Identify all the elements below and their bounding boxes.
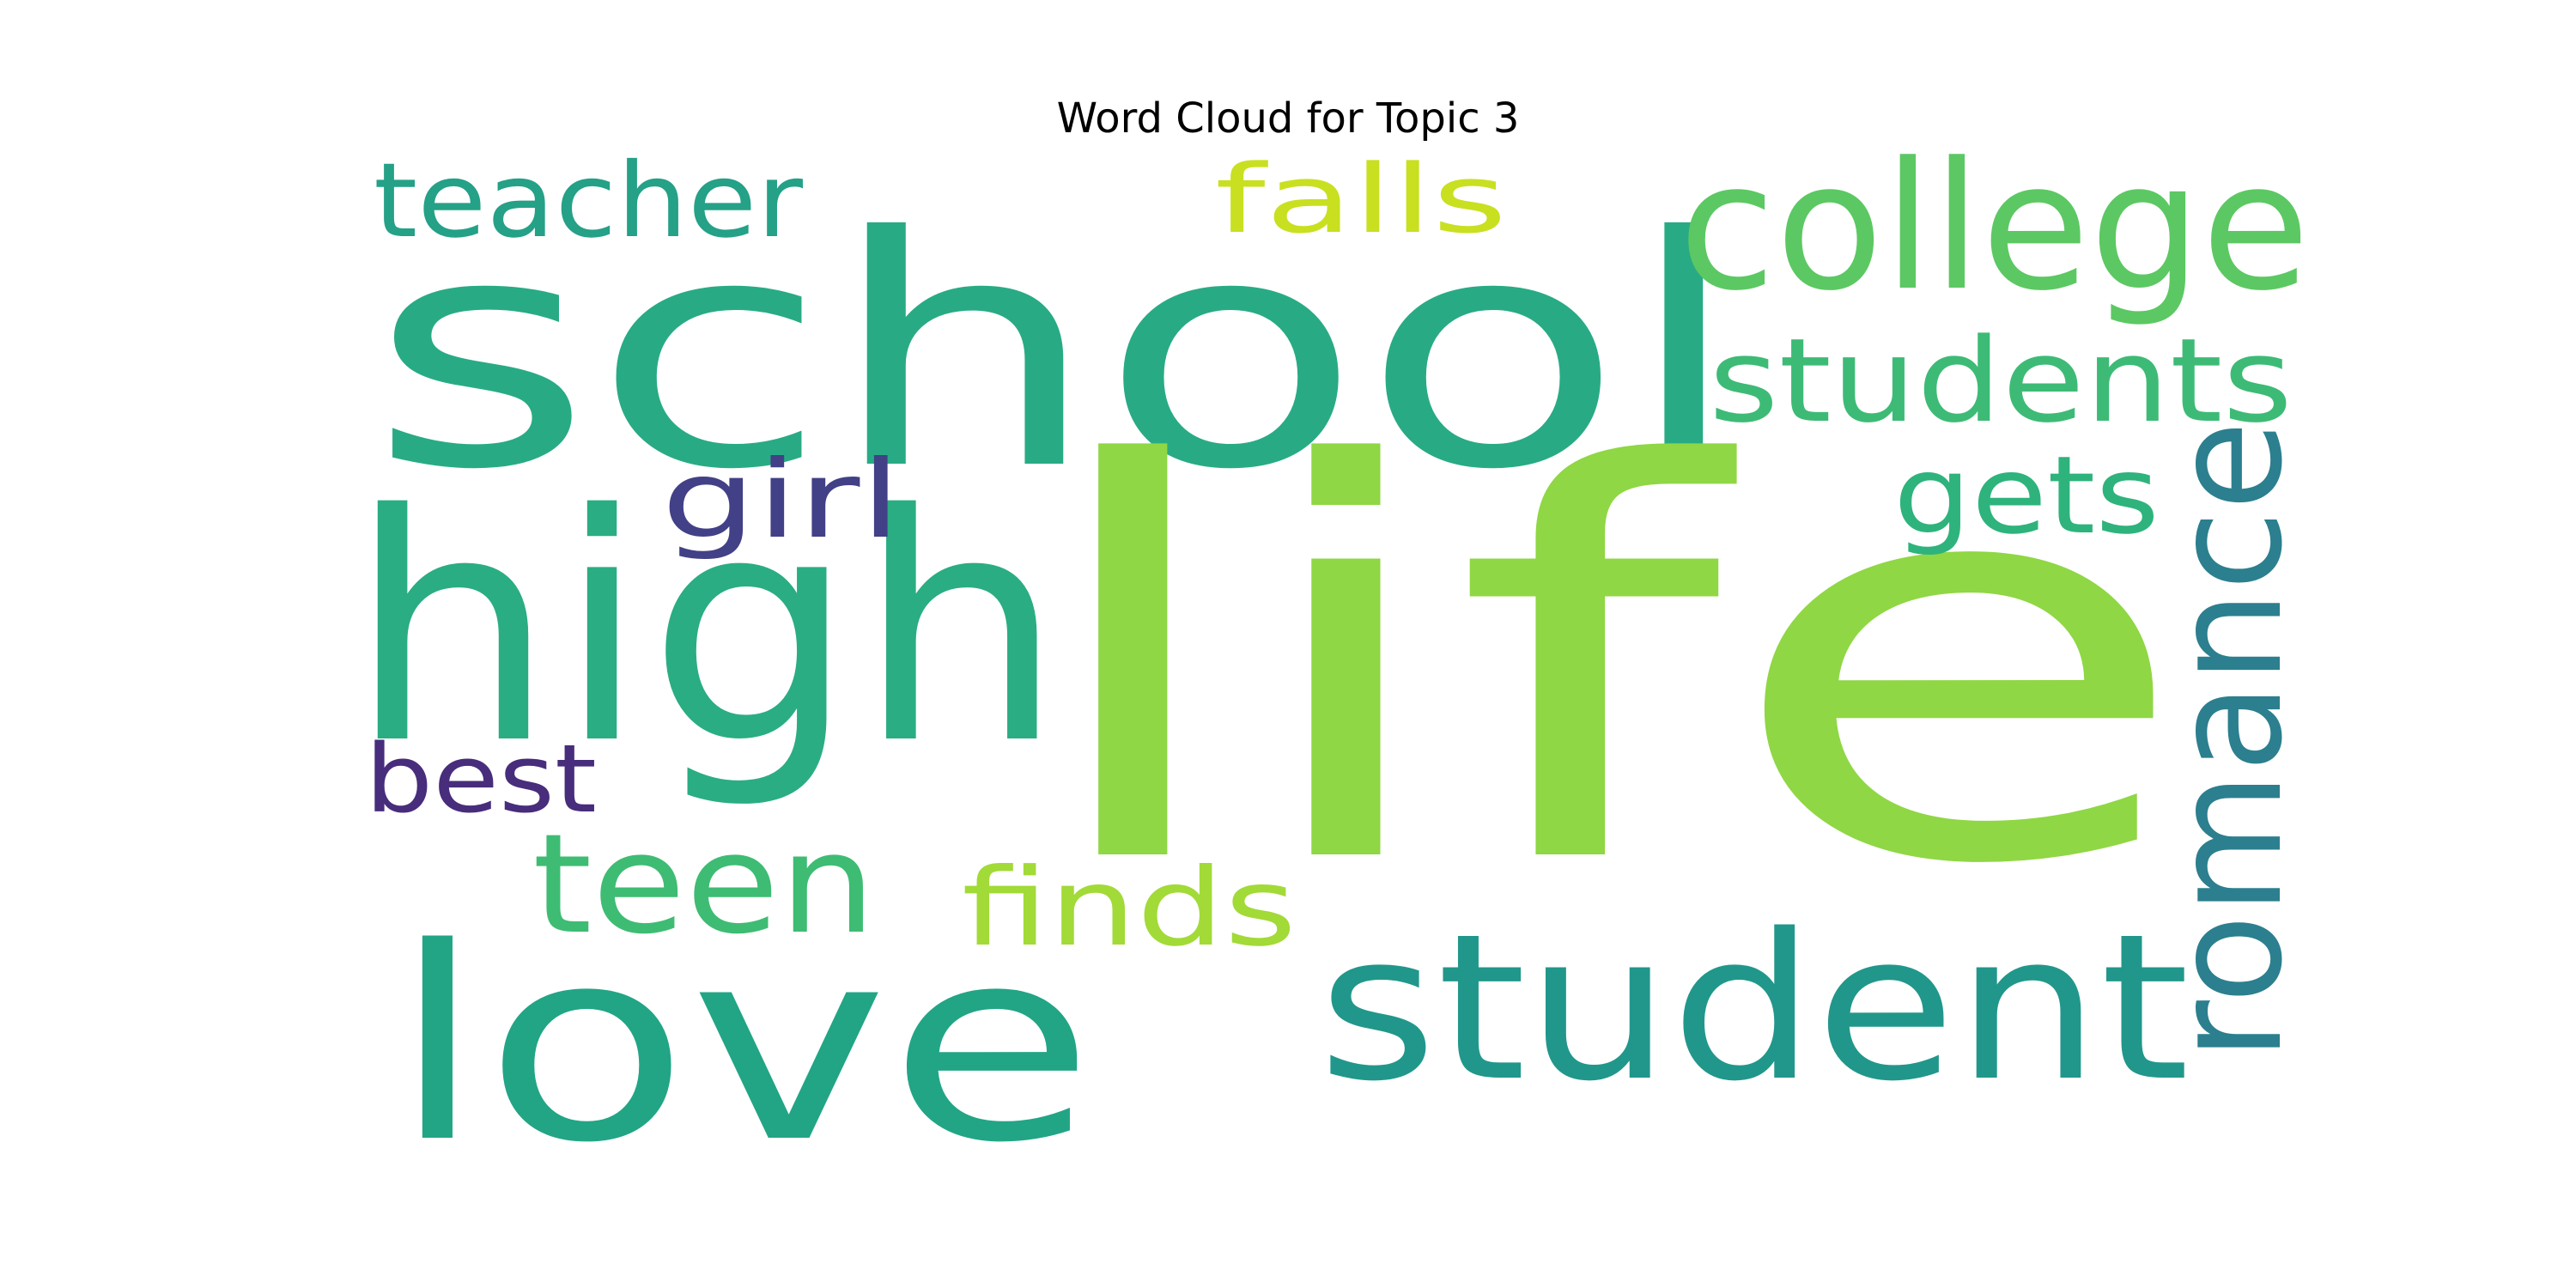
word-girl: girl (661, 438, 902, 562)
word-school: school (369, 170, 1743, 539)
figure-title: Word Cloud for Topic 3 (1056, 94, 1520, 143)
word-college: college (1679, 125, 2310, 330)
word-best: best (365, 724, 597, 834)
word-student: student (1318, 891, 2190, 1126)
word-teacher: teacher (374, 142, 804, 261)
word-gets: gets (1893, 434, 2160, 558)
word-students: students (1709, 313, 2293, 448)
word-high: high (348, 448, 1065, 813)
word-life: life (1026, 352, 2194, 982)
word-teen: teen (532, 804, 876, 964)
word-finds: finds (962, 846, 1297, 970)
word-love: love (391, 891, 1095, 1201)
word-romance: romance (2142, 421, 2316, 1060)
word-falls: falls (1215, 144, 1507, 254)
